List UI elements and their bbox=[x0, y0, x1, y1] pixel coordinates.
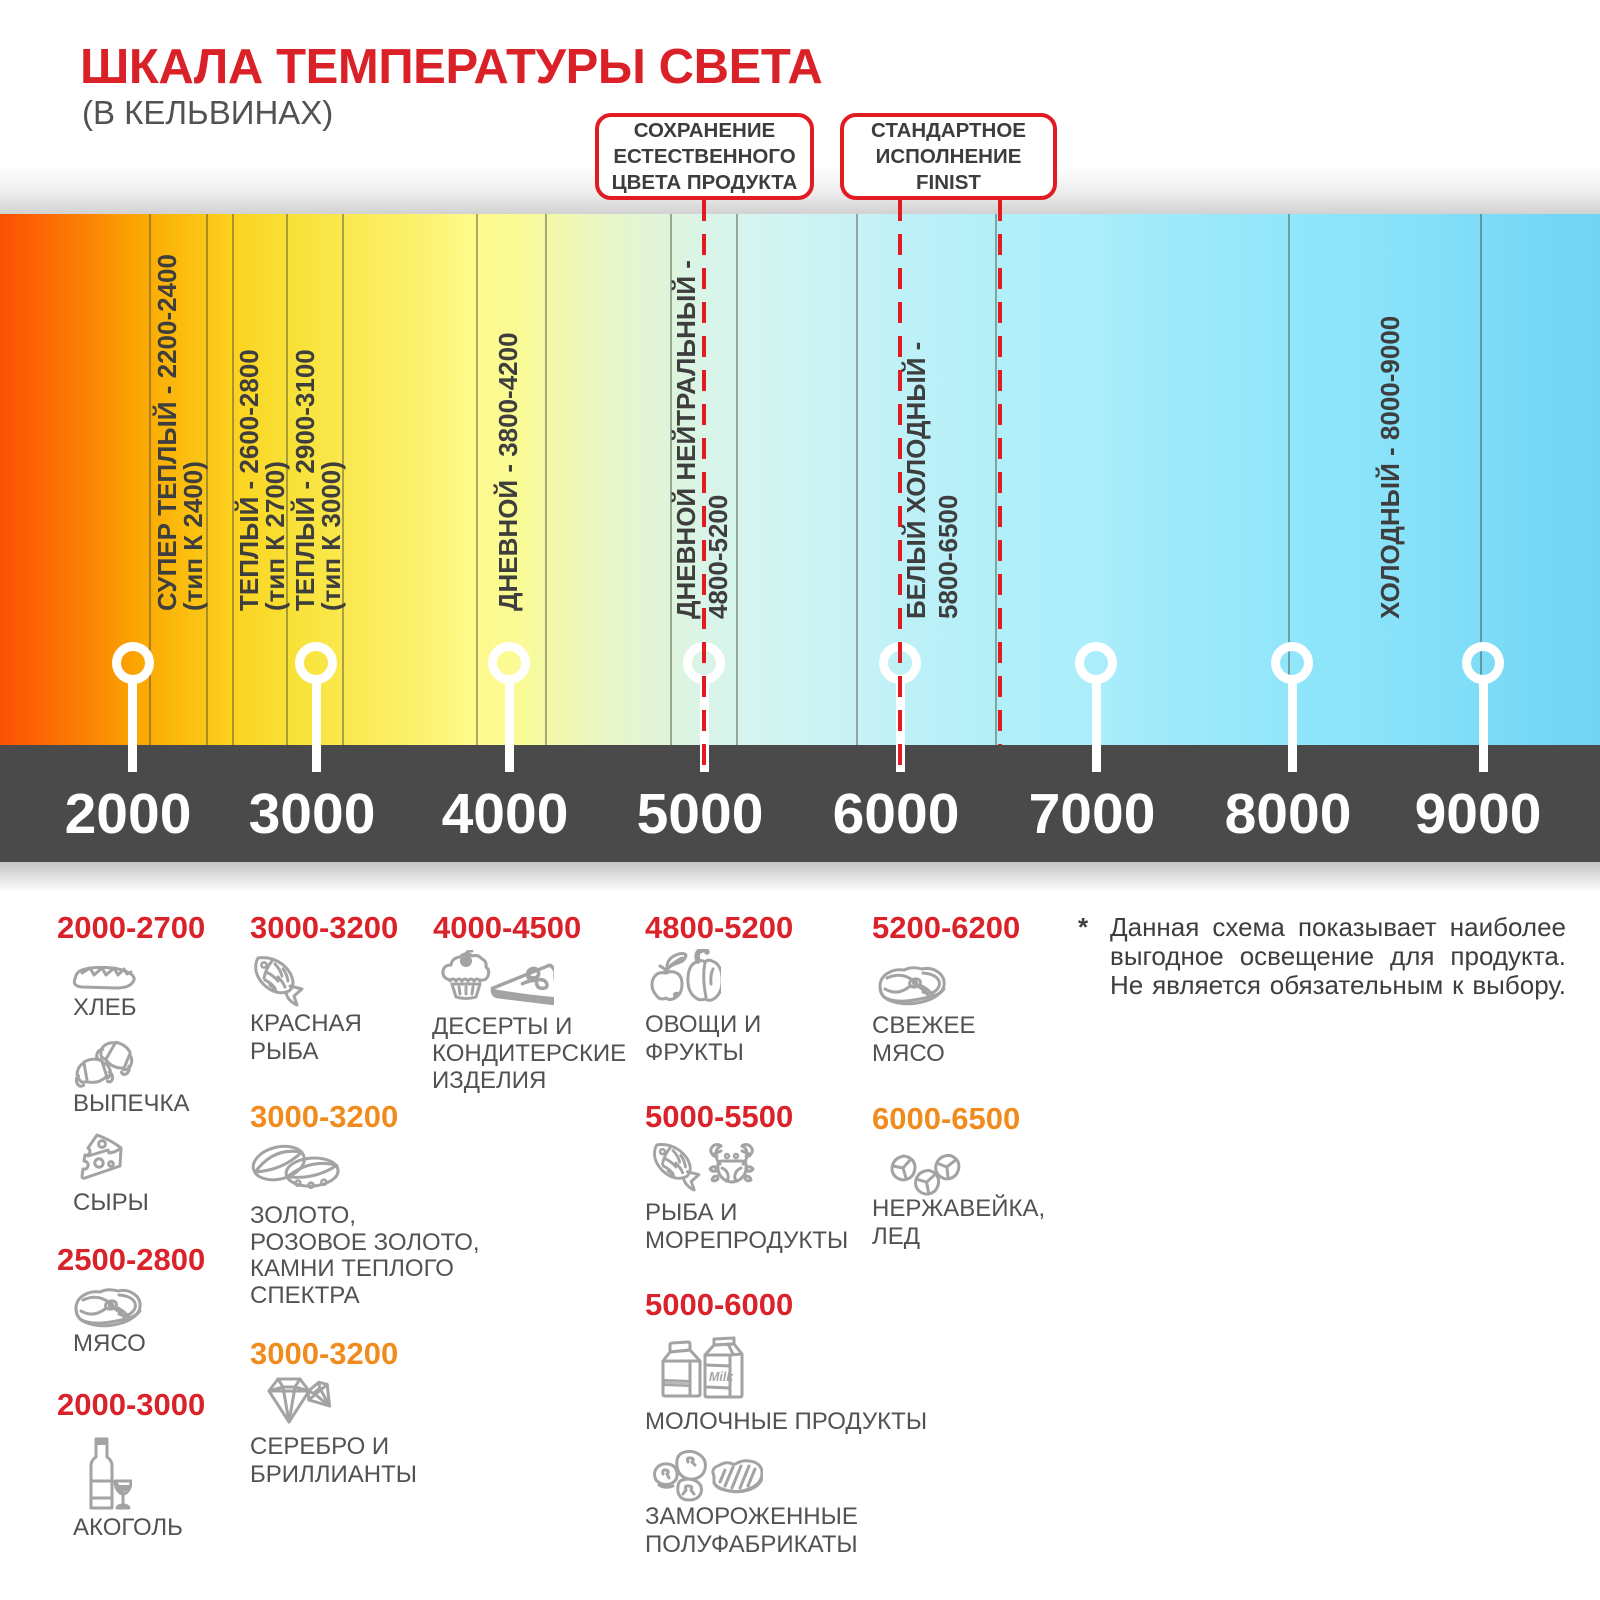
svg-text:Milk: Milk bbox=[709, 1370, 734, 1384]
